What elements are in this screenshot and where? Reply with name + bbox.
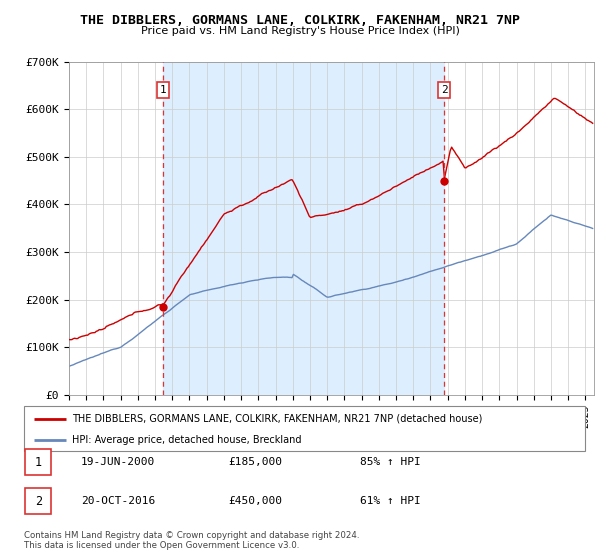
- Text: This data is licensed under the Open Government Licence v3.0.: This data is licensed under the Open Gov…: [24, 541, 299, 550]
- Text: THE DIBBLERS, GORMANS LANE, COLKIRK, FAKENHAM, NR21 7NP (detached house): THE DIBBLERS, GORMANS LANE, COLKIRK, FAK…: [71, 413, 482, 423]
- Bar: [163, 62, 444, 395]
- Text: 20-OCT-2016: 20-OCT-2016: [81, 496, 155, 506]
- Bar: [25, 488, 51, 514]
- Text: Price paid vs. HM Land Registry's House Price Index (HPI): Price paid vs. HM Land Registry's House …: [140, 26, 460, 36]
- Text: HPI: Average price, detached house, Breckland: HPI: Average price, detached house, Brec…: [71, 435, 301, 445]
- Text: 85% ↑ HPI: 85% ↑ HPI: [360, 457, 421, 467]
- Text: 19-JUN-2000: 19-JUN-2000: [81, 457, 155, 467]
- Bar: [25, 449, 51, 475]
- Text: 2: 2: [441, 85, 448, 95]
- Text: Contains HM Land Registry data © Crown copyright and database right 2024.: Contains HM Land Registry data © Crown c…: [24, 531, 359, 540]
- Text: THE DIBBLERS, GORMANS LANE, COLKIRK, FAKENHAM, NR21 7NP: THE DIBBLERS, GORMANS LANE, COLKIRK, FAK…: [80, 14, 520, 27]
- Text: 1: 1: [160, 85, 167, 95]
- Text: £450,000: £450,000: [228, 496, 282, 506]
- Text: 1: 1: [35, 455, 42, 469]
- Text: £185,000: £185,000: [228, 457, 282, 467]
- Text: 61% ↑ HPI: 61% ↑ HPI: [360, 496, 421, 506]
- Text: 2: 2: [35, 494, 42, 508]
